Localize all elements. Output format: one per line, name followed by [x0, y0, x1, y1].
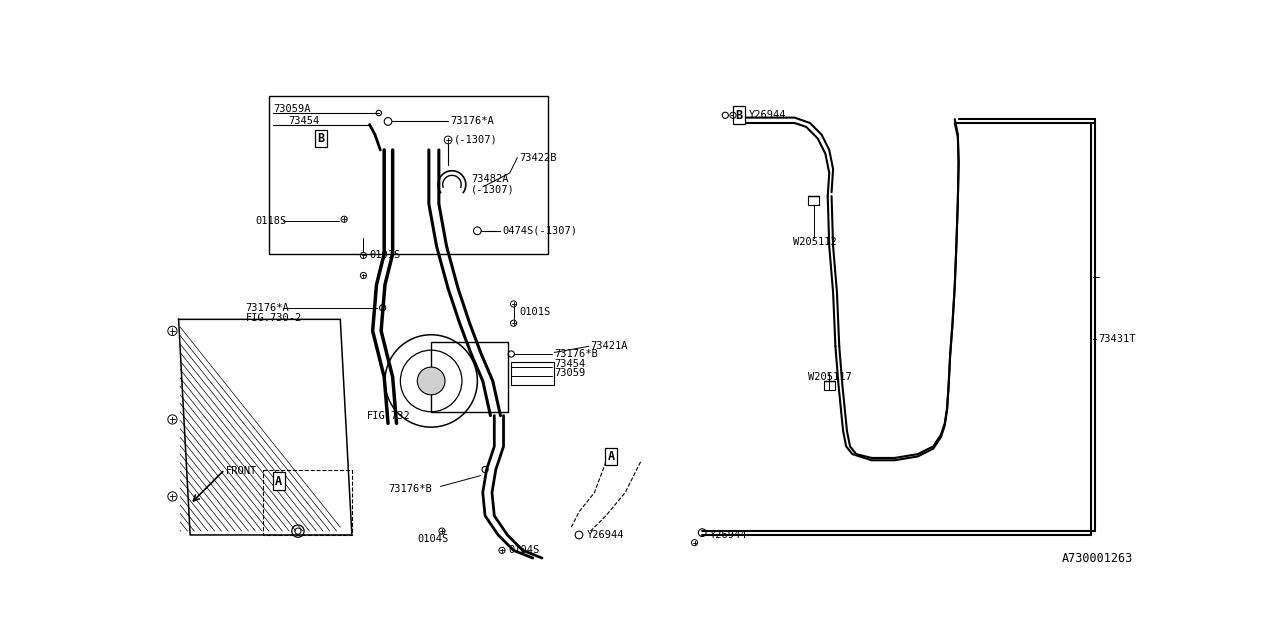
Text: 73431T: 73431T — [1098, 333, 1137, 344]
Text: 0104S: 0104S — [508, 545, 539, 556]
Text: 0104S: 0104S — [417, 534, 448, 544]
Text: A: A — [608, 450, 614, 463]
Text: B: B — [317, 132, 325, 145]
Text: 0474S(-1307): 0474S(-1307) — [502, 226, 577, 236]
Text: 0118S: 0118S — [256, 216, 287, 226]
Text: 73176*B: 73176*B — [554, 349, 598, 359]
Text: 0101S: 0101S — [370, 250, 401, 260]
Text: (-1307): (-1307) — [471, 185, 515, 195]
Text: 73059: 73059 — [554, 368, 586, 378]
Text: Y26944: Y26944 — [586, 530, 625, 540]
Bar — [431, 342, 508, 412]
Text: 73454: 73454 — [554, 359, 586, 369]
Text: 73176*B: 73176*B — [388, 484, 431, 493]
Text: (-1307): (-1307) — [454, 135, 498, 145]
Text: FIG.732: FIG.732 — [367, 411, 411, 420]
Text: W205112: W205112 — [794, 237, 837, 247]
Bar — [264, 470, 352, 535]
Text: 73482A: 73482A — [471, 174, 508, 184]
Text: 73176*A: 73176*A — [451, 116, 494, 127]
Text: FIG.730-2: FIG.730-2 — [246, 313, 302, 323]
Text: Y26944: Y26944 — [749, 110, 786, 120]
Text: B: B — [736, 109, 742, 122]
Text: 0101S: 0101S — [518, 307, 550, 317]
Circle shape — [417, 367, 445, 395]
Text: A: A — [275, 474, 283, 488]
Bar — [511, 362, 553, 385]
Text: W205117: W205117 — [809, 372, 852, 382]
Bar — [824, 381, 835, 390]
Text: 73422B: 73422B — [520, 153, 557, 163]
Bar — [270, 96, 548, 254]
Text: 73454: 73454 — [289, 116, 320, 125]
Text: FRONT: FRONT — [227, 466, 257, 476]
Text: Y26944: Y26944 — [710, 530, 748, 540]
Text: A730001263: A730001263 — [1062, 552, 1133, 564]
Text: 73059A: 73059A — [274, 104, 311, 114]
Bar — [809, 196, 819, 205]
Text: 73421A: 73421A — [590, 341, 628, 351]
Text: 73176*A: 73176*A — [246, 303, 289, 313]
